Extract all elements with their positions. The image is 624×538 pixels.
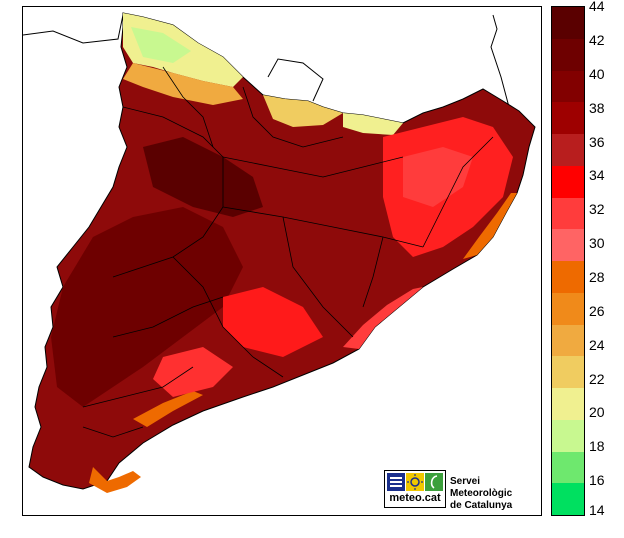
- scale-band: [552, 229, 584, 261]
- scale-tick-label: 14: [589, 502, 605, 518]
- scale-tick-label: 20: [589, 404, 605, 421]
- hot-zone-north: [143, 137, 263, 217]
- logo-text: meteo.cat: [389, 492, 441, 504]
- scale-band: [552, 70, 584, 103]
- smc-logo[interactable]: meteo.cat Servei Meteorològic de Catalun…: [384, 470, 542, 511]
- pyrenees-east-coolest: [343, 113, 403, 135]
- scale-band: [552, 197, 584, 230]
- scale-band: [552, 7, 584, 39]
- scale-tick-label: 42: [589, 31, 605, 48]
- east-inner: [403, 147, 473, 207]
- scale-tick-label: 36: [589, 133, 605, 150]
- scale-tick-label: 44: [589, 0, 605, 14]
- sun-icon: [406, 473, 424, 491]
- scale-band: [552, 324, 584, 357]
- coast-orange-sw: [133, 391, 203, 427]
- scale-tick-label: 38: [589, 99, 605, 116]
- org-name-line2: de Catalunya: [450, 500, 513, 511]
- comarca-boundaries: [82, 66, 494, 438]
- logo-icons: [387, 473, 443, 491]
- scale-tick-label: 22: [589, 370, 605, 387]
- scale-band: [552, 483, 584, 515]
- stripes-icon: [387, 473, 405, 491]
- pyrenees-coolest: [131, 27, 191, 63]
- scale-band: [552, 388, 584, 420]
- scale-tick-label: 26: [589, 302, 605, 319]
- pyrenees-mid: [123, 63, 243, 105]
- scale-band: [552, 261, 584, 293]
- coast-orange-ne: [463, 193, 517, 259]
- scale-tick-label: 30: [589, 235, 605, 252]
- map-frame: [22, 6, 542, 516]
- scale-band: [552, 419, 584, 452]
- org-name: Servei Meteorològic de Catalunya: [450, 476, 542, 512]
- scale-tick-label: 32: [589, 201, 605, 218]
- scale-tick-label: 16: [589, 472, 605, 489]
- hot-zone-west: [51, 207, 243, 407]
- scale-band: [552, 134, 584, 166]
- scale-band: [552, 38, 584, 71]
- pyrenees-east-cool: [263, 95, 343, 127]
- coast-central: [343, 287, 423, 349]
- scale-tick-label: 40: [589, 65, 605, 82]
- wave-icon: [425, 473, 443, 491]
- org-name-line1: Servei Meteorològic: [450, 476, 513, 499]
- scale-tick-label: 18: [589, 438, 605, 455]
- scale-band: [552, 451, 584, 484]
- scale-tick-label: 24: [589, 336, 605, 353]
- scale-tick-label: 34: [589, 167, 605, 184]
- scale-band: [552, 102, 584, 134]
- south-patch: [153, 347, 233, 397]
- logo-box: meteo.cat: [384, 470, 446, 508]
- scale-band: [552, 165, 584, 198]
- scale-labels: 44 42 40 38 36 34 32 30 28 26 24 22 20 1…: [589, 0, 623, 518]
- scale-band: [552, 292, 584, 325]
- catalonia-map: [23, 12, 536, 493]
- delta-orange: [89, 467, 141, 493]
- central-patch: [223, 287, 323, 357]
- scale-tick-label: 28: [589, 268, 605, 285]
- scale-band: [552, 356, 584, 388]
- color-scale-bar: [551, 6, 585, 516]
